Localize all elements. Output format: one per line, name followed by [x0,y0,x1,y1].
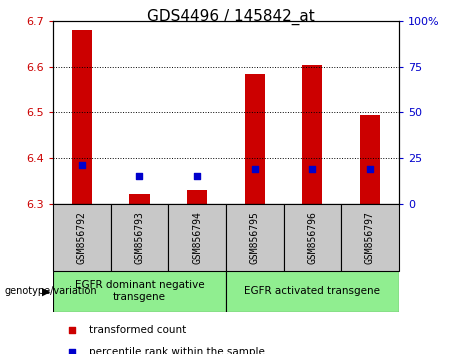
Point [251,166,258,172]
Text: GDS4496 / 145842_at: GDS4496 / 145842_at [147,9,314,25]
Point [69,328,76,333]
Bar [360,115,380,204]
Bar [53,204,111,271]
Text: transformed count: transformed count [89,325,186,336]
Point [78,162,85,168]
Bar [187,190,207,204]
Bar [168,204,226,271]
Bar [130,194,149,204]
Bar [341,204,399,271]
Text: EGFR dominant negative
transgene: EGFR dominant negative transgene [75,280,204,302]
Bar [245,74,265,204]
Text: genotype/variation: genotype/variation [5,286,97,296]
Bar [53,271,226,312]
Point [309,166,316,172]
Text: GSM856795: GSM856795 [250,211,260,264]
Text: GSM856794: GSM856794 [192,211,202,264]
Text: GSM856797: GSM856797 [365,211,375,264]
Text: ▶: ▶ [42,286,51,296]
Bar [72,30,92,204]
Point [69,349,76,354]
Point [136,173,143,179]
Bar [284,204,341,271]
Bar [226,204,284,271]
Point [366,166,373,172]
Text: GSM856796: GSM856796 [307,211,317,264]
Text: percentile rank within the sample: percentile rank within the sample [89,347,265,354]
Text: GSM856792: GSM856792 [77,211,87,264]
Bar [302,64,322,204]
Point [193,173,201,179]
Bar [226,271,399,312]
Text: GSM856793: GSM856793 [135,211,144,264]
Bar [111,204,168,271]
Text: EGFR activated transgene: EGFR activated transgene [244,286,380,296]
